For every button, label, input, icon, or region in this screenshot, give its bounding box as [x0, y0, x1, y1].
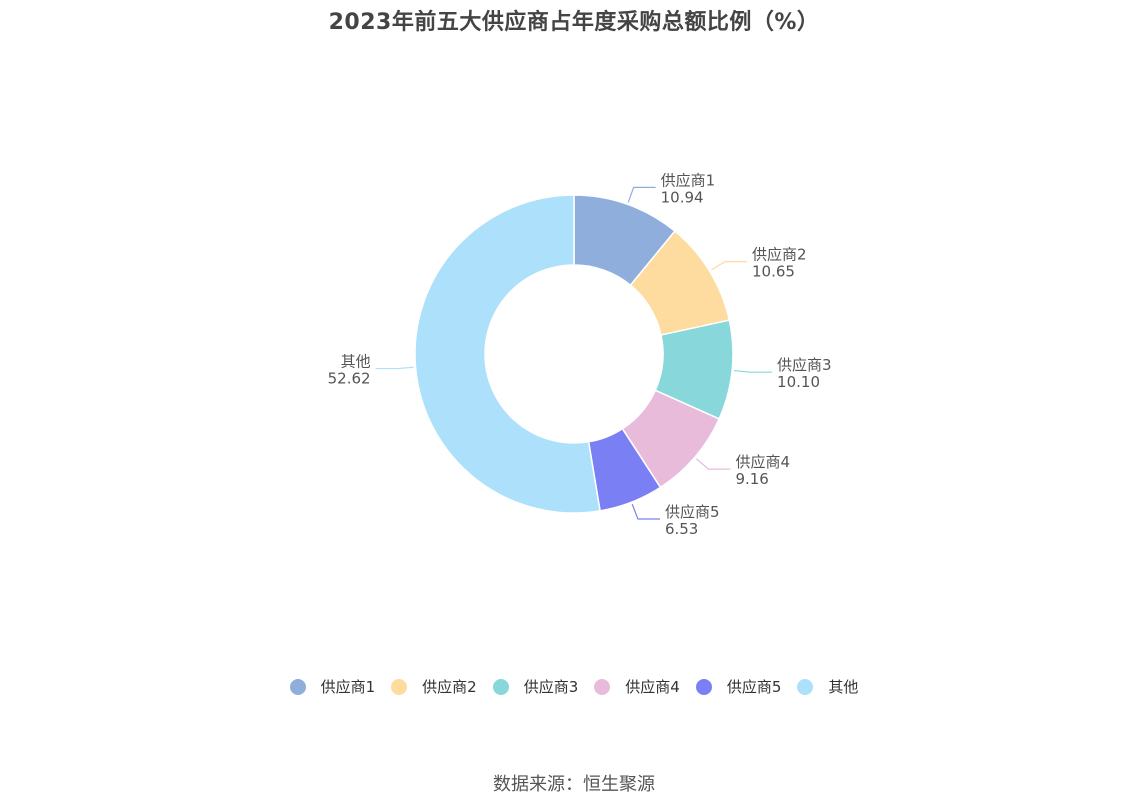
slice-value-label-1: 10.94	[661, 188, 704, 206]
chart-legend: 供应商1 供应商2 供应商3 供应商4 供应商5 其他	[0, 676, 1148, 697]
legend-item-2[interactable]: 供应商2	[391, 676, 477, 697]
leader-line-5	[631, 503, 660, 520]
slice-value-label-6: 52.62	[328, 370, 371, 388]
slice-category-label-4: 供应商4	[735, 453, 790, 471]
legend-label-6: 其他	[828, 678, 859, 696]
legend-item-3[interactable]: 供应商3	[492, 676, 579, 697]
slice-category-label-6: 其他	[341, 353, 371, 371]
slice-value-label-5: 6.53	[665, 520, 698, 538]
slice-category-label-2: 供应商2	[752, 246, 807, 264]
legend-item-5[interactable]: 供应商5	[695, 676, 782, 697]
legend-label-1: 供应商1	[320, 678, 376, 696]
legend-marker-1	[289, 678, 306, 695]
slice-category-label-5: 供应商5	[665, 503, 720, 521]
legend-item-1[interactable]: 供应商1	[289, 676, 376, 697]
data-source-note: 数据来源：恒生聚源	[493, 774, 655, 795]
legend-marker-3	[492, 678, 509, 695]
slice-value-label-2: 10.65	[752, 263, 795, 281]
slice-value-label-4: 9.16	[735, 470, 768, 488]
leader-line-3	[734, 369, 773, 373]
leader-line-1	[627, 186, 656, 203]
legend-label-4: 供应商4	[625, 678, 680, 696]
slice-value-label-3: 10.10	[777, 373, 820, 391]
legend-marker-5	[695, 678, 712, 695]
leader-line-6	[375, 366, 414, 370]
legend-label-3: 供应商3	[523, 678, 579, 696]
legend-marker-6	[797, 678, 814, 695]
legend-label-2: 供应商2	[422, 678, 477, 696]
legend-label-5: 供应商5	[726, 678, 782, 696]
legend-item-6[interactable]: 其他	[797, 676, 858, 697]
donut-slice-6[interactable]	[414, 194, 601, 514]
chart-title: 2023年前五大供应商占年度采购总额比例（%）	[328, 10, 820, 35]
leader-line-4	[695, 458, 731, 470]
legend-marker-2	[391, 678, 408, 695]
leader-line-2	[711, 261, 748, 271]
legend-marker-4	[594, 678, 611, 695]
slice-category-label-1: 供应商1	[661, 171, 716, 189]
legend-item-4[interactable]: 供应商4	[594, 676, 680, 697]
slice-category-label-3: 供应商3	[777, 356, 832, 374]
